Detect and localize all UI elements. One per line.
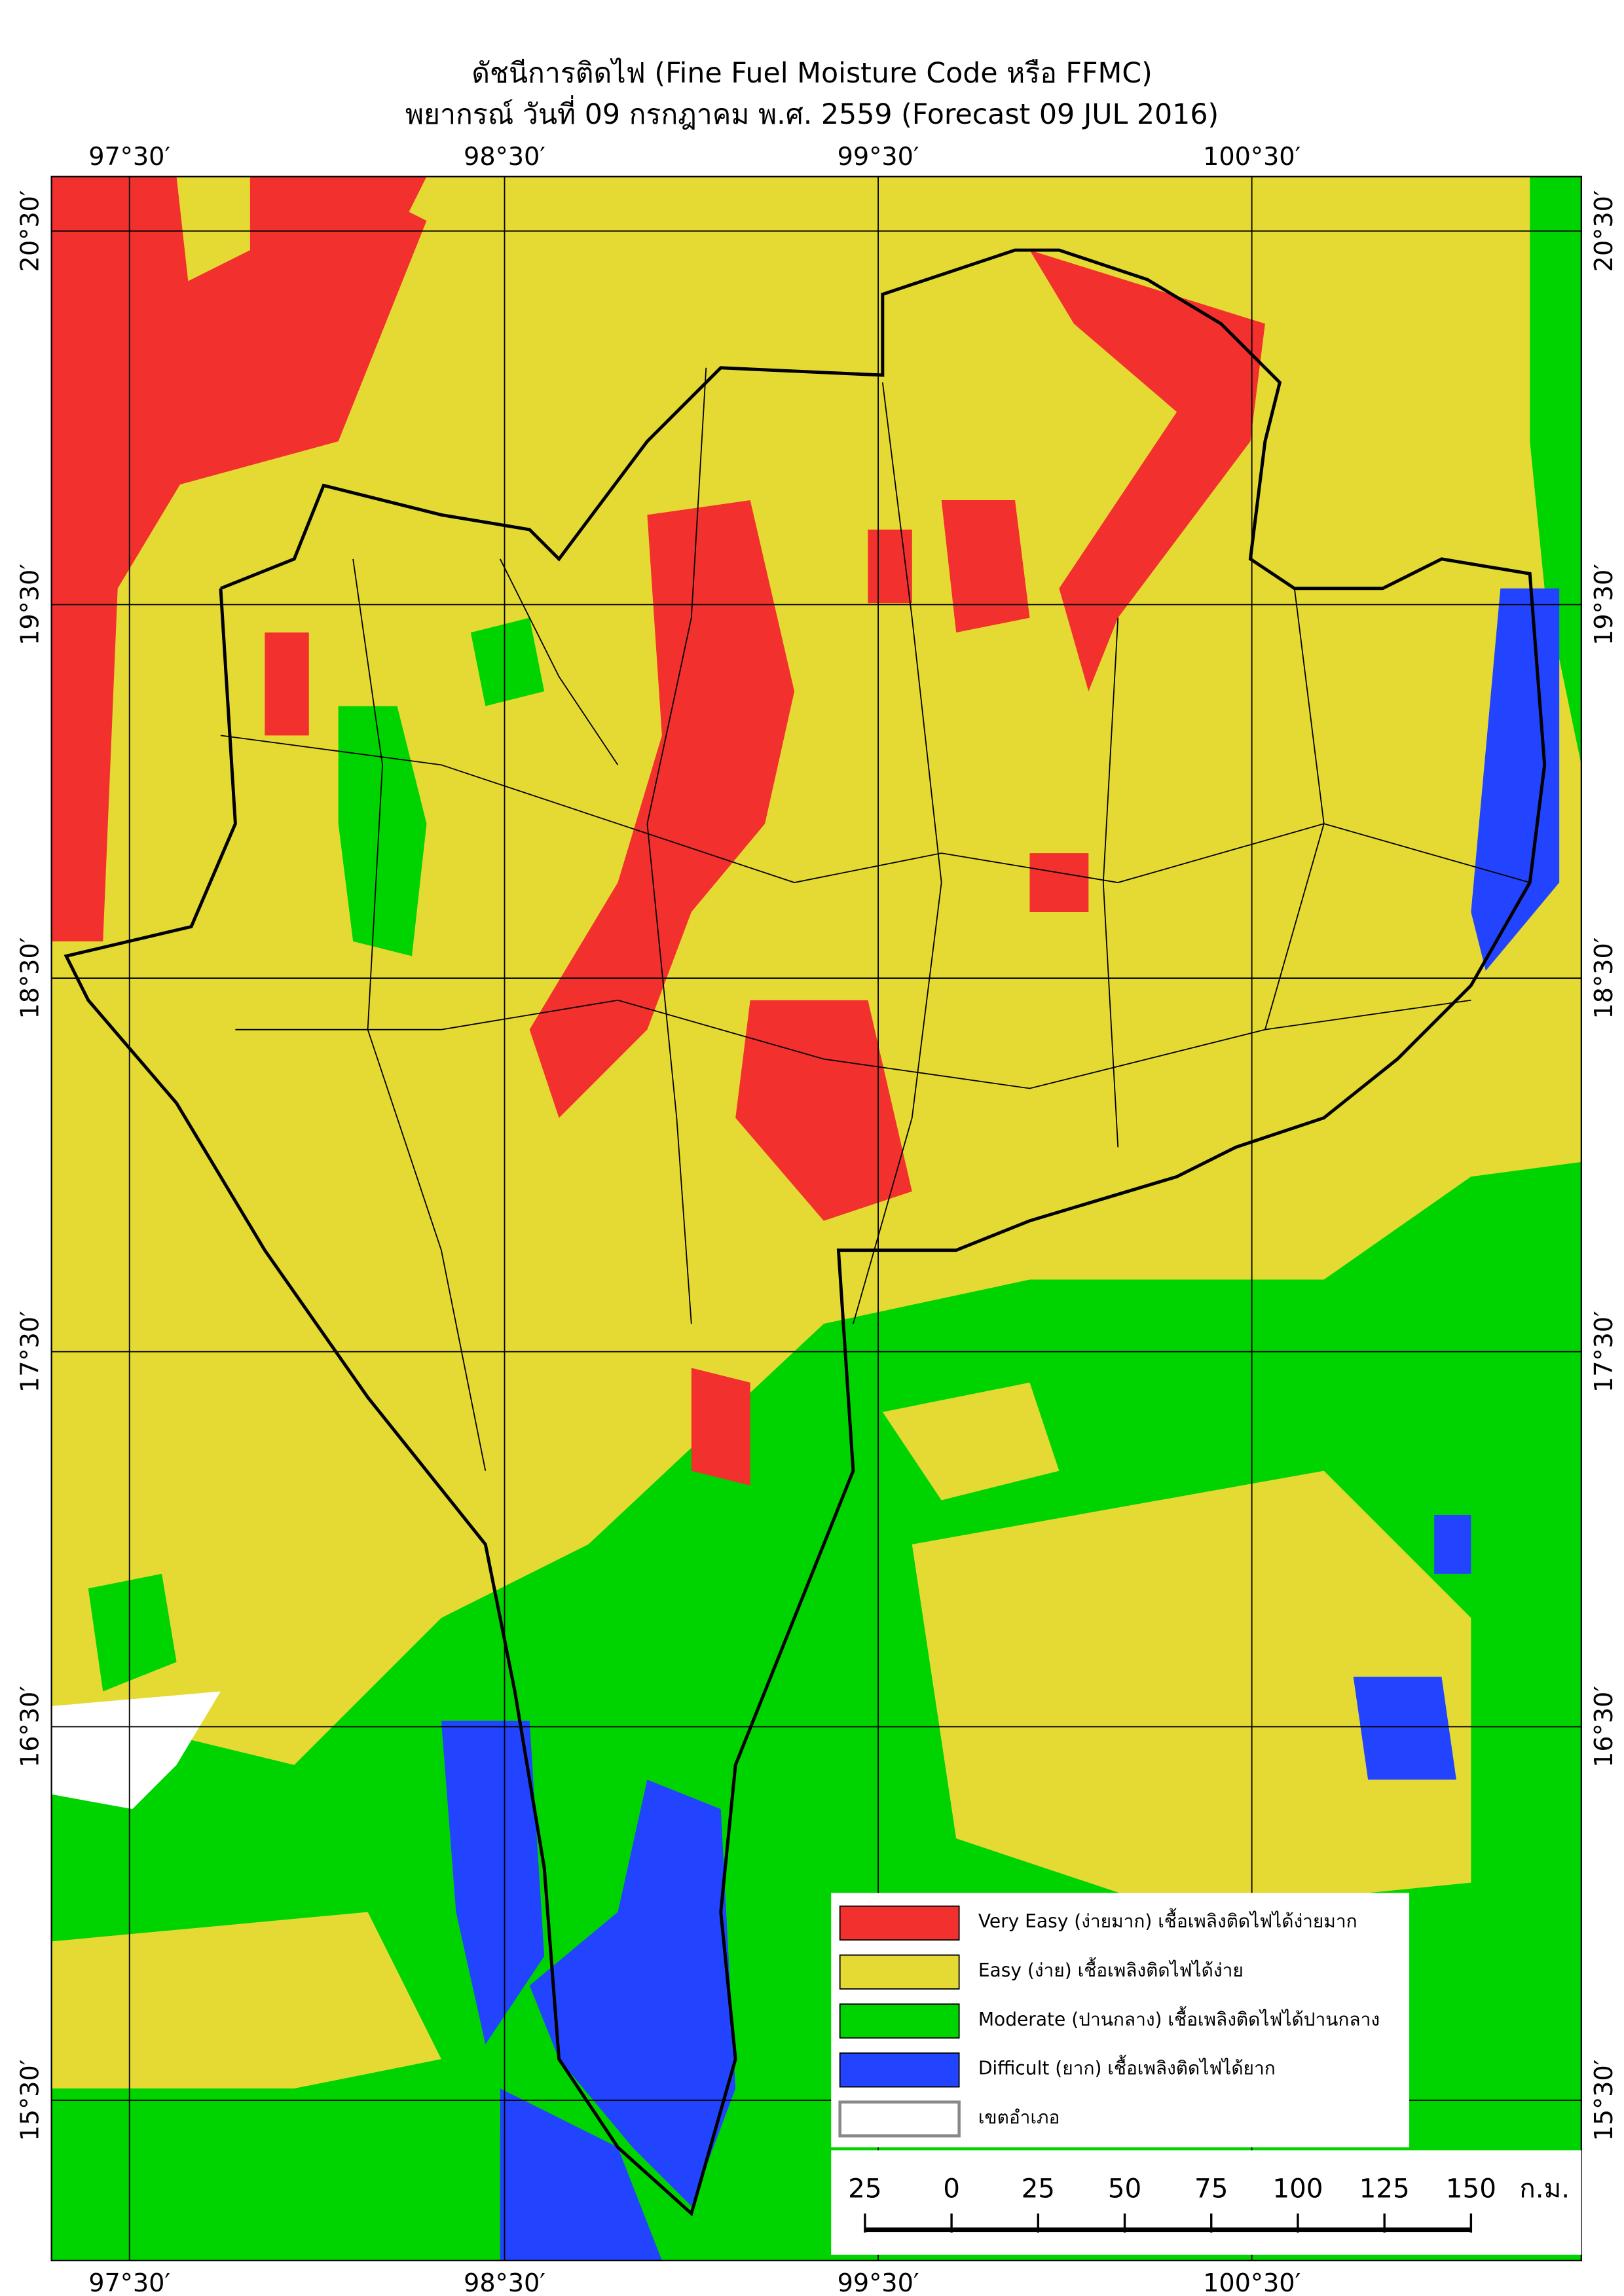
legend-swatch xyxy=(839,2003,960,2039)
latitude-label-left: 17°30′ xyxy=(16,1311,45,1393)
scale-bar-label: 100 xyxy=(1272,2172,1323,2204)
scale-bar-label: 50 xyxy=(1108,2172,1141,2204)
longitude-label-bottom: 98°30′ xyxy=(464,2269,545,2296)
longitude-label-bottom: 100°30′ xyxy=(1203,2269,1301,2296)
latitude-label-right: 17°30′ xyxy=(1590,1311,1619,1393)
longitude-label-top: 97°30′ xyxy=(88,143,170,172)
labels: 97°30′ 97°30′ 98°30′ 98°30′ 99°30′ 99°30′ 100°… xyxy=(16,143,1619,2296)
longitude-label-bottom: 99°30′ xyxy=(838,2269,919,2296)
scale-bar-label: 150 xyxy=(1446,2172,1496,2204)
easy-patches xyxy=(51,1382,1471,2089)
latitude-label-right: 16°30′ xyxy=(1590,1686,1619,1768)
longitude-label-bottom: 97°30′ xyxy=(88,2269,170,2296)
latitude-label-right: 15°30′ xyxy=(1590,2060,1619,2141)
legend-swatch xyxy=(839,1905,960,1941)
very-easy-regions xyxy=(51,176,1265,1486)
latitude-label-left: 19°30′ xyxy=(16,564,45,646)
latitude-label-left: 15°30′ xyxy=(16,2060,45,2141)
title: ดัชนีการติดไฟ (Fine Fuel Moisture Code ห… xyxy=(471,57,1153,90)
latitude-label-right: 18°30′ xyxy=(1590,938,1619,1019)
scale-bar-label: 25 xyxy=(1022,2172,1055,2204)
legend-swatch xyxy=(839,2052,960,2088)
province-boundary xyxy=(64,248,1547,2217)
scale-bar-unit: ก.ม. xyxy=(1519,2172,1570,2204)
legend-label: เขตอำเภอ xyxy=(978,2106,1060,2128)
legend-label: Easy (ง่าย) เชื้อเพลิงติดไฟได้ง่าย xyxy=(978,1957,1244,1981)
sea xyxy=(51,1691,221,1810)
latitude-label-right: 19°30′ xyxy=(1590,564,1619,646)
legend-label: Moderate (ปานกลาง) เชื้อเพลิงติดไฟได้ปาน… xyxy=(978,2006,1380,2030)
legend-label: Difficult (ยาก) เชื้อเพลิงติดไฟได้ยาก xyxy=(978,2055,1276,2079)
longitude-label-top: 98°30′ xyxy=(464,143,545,172)
scale-bar-label: 75 xyxy=(1194,2172,1228,2204)
subtitle: พยากรณ์ วันที่ 09 กรกฎาคม พ.ศ. 2559 (For… xyxy=(405,95,1219,131)
map-frame xyxy=(50,175,1582,2262)
scale-bar-box xyxy=(831,2150,1581,2255)
legend-swatch xyxy=(838,2100,961,2138)
latitude-label-left: 18°30′ xyxy=(16,938,45,1019)
scale-bar-label: 25 xyxy=(848,2172,881,2204)
latitude-label-left: 20°30′ xyxy=(16,190,45,272)
legend-swatch xyxy=(839,1954,960,1990)
legend-label: Very Easy (ง่ายมาก) เชื้อเพลิงติดไฟได้ง่… xyxy=(978,1908,1357,1932)
latitude-label-right: 20°30′ xyxy=(1590,190,1619,272)
scale-bar-label: 125 xyxy=(1359,2172,1410,2204)
longitude-label-top: 100°30′ xyxy=(1203,143,1301,172)
district-boundaries xyxy=(220,367,1530,1471)
difficult-regions xyxy=(441,588,1560,2261)
longitude-label-top: 99°30′ xyxy=(838,143,919,172)
scale-bar-label: 0 xyxy=(943,2172,960,2204)
latitude-label-left: 16°30′ xyxy=(16,1686,45,1768)
